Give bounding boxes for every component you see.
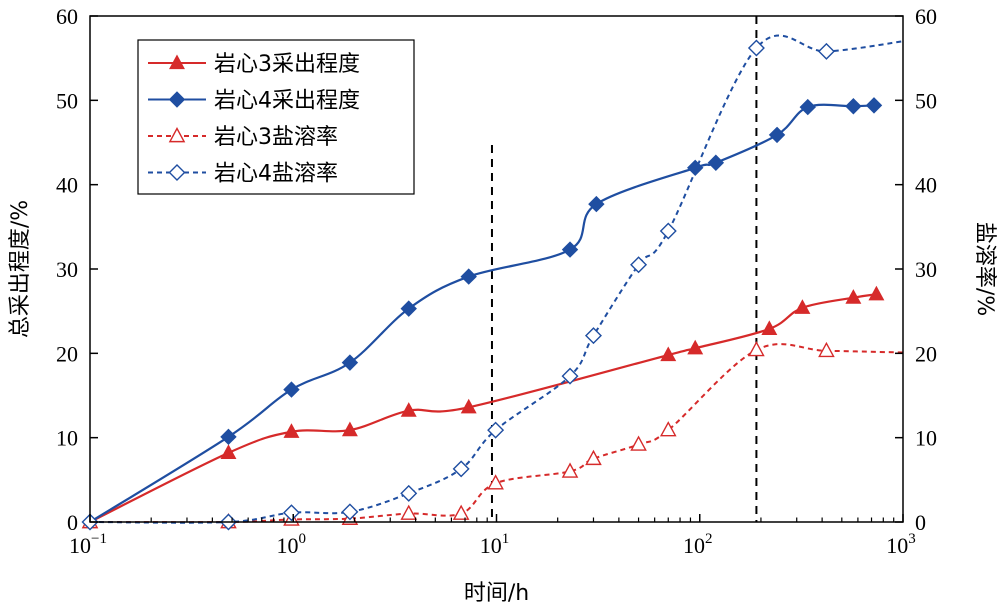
- data-point: [687, 339, 704, 355]
- right-y-tick-label: 0: [915, 510, 926, 535]
- data-point: [817, 42, 835, 60]
- data-point: [341, 503, 359, 521]
- right-y-tick-label: 10: [915, 426, 937, 451]
- data-point: [845, 98, 862, 115]
- data-point: [283, 423, 300, 438]
- x-axis-title: 时间/h: [464, 581, 529, 606]
- data-point: [220, 444, 237, 459]
- reference-lines: [490, 16, 758, 522]
- data-point: [761, 320, 778, 336]
- legend-marker: [168, 127, 186, 143]
- data-point: [400, 300, 417, 317]
- data-point: [282, 504, 300, 522]
- legend-item: 岩心4盐溶率: [148, 162, 338, 187]
- data-point: [868, 285, 885, 301]
- data-point: [588, 195, 605, 213]
- right-y-axis-title: 盐溶率/%: [972, 222, 997, 316]
- left-y-tick-label: 60: [56, 4, 78, 29]
- series-4: [81, 34, 904, 531]
- tick-layer: 0 10 20 30 40 50 60 0 10 20 30 40 50 60 10−1 100 101 102 1…: [56, 4, 937, 558]
- legend-item: 岩心4采出程度: [148, 89, 360, 114]
- left-y-tick-label: 20: [56, 341, 78, 366]
- legend-item: 岩心3采出程度: [148, 52, 360, 77]
- legend-label: 岩心4采出程度: [214, 89, 360, 114]
- right-y-tick-label: 50: [915, 88, 937, 113]
- data-point: [799, 98, 816, 116]
- legend-label: 岩心3盐溶率: [214, 125, 338, 150]
- legend-marker: [169, 54, 185, 70]
- data-point: [794, 299, 811, 314]
- data-point: [341, 354, 359, 371]
- x-tick-label: 102: [683, 531, 713, 558]
- data-point: [659, 222, 677, 240]
- x-tick-label: 103: [886, 531, 916, 558]
- data-point: [487, 474, 504, 490]
- data-point: [400, 504, 418, 520]
- data-point: [400, 402, 417, 417]
- data-point: [585, 449, 602, 466]
- left-y-tick-label: 40: [56, 173, 78, 198]
- data-point: [561, 462, 579, 478]
- right-y-tick-label: 40: [915, 173, 937, 198]
- left-y-axis-title: 总采出程度/%: [8, 200, 33, 338]
- legend-marker: [168, 91, 186, 108]
- series-line-1: [89, 293, 877, 523]
- left-y-tick-label: 50: [56, 88, 78, 113]
- series-layer: [81, 34, 904, 531]
- data-point: [452, 504, 470, 520]
- legend-item: 岩心3盐溶率: [148, 125, 338, 150]
- data-point: [487, 421, 505, 439]
- data-point: [659, 421, 677, 437]
- data-point: [400, 484, 418, 502]
- data-point: [768, 126, 786, 144]
- legend-box: [137, 39, 415, 195]
- data-point: [818, 341, 835, 358]
- data-point: [283, 381, 300, 398]
- data-point: [584, 327, 602, 345]
- x-tick-label: 10−1: [69, 531, 107, 558]
- legend-label: 岩心4盐溶率: [214, 162, 338, 187]
- left-y-tick-label: 0: [67, 510, 78, 535]
- data-point: [460, 268, 477, 285]
- left-y-tick-label: 10: [56, 426, 78, 451]
- data-point: [630, 256, 648, 274]
- data-point: [561, 367, 579, 385]
- legend-label: 岩心3采出程度: [214, 52, 360, 77]
- data-point: [452, 460, 470, 478]
- series-1: [82, 285, 885, 529]
- x-tick-label: 100: [277, 531, 307, 558]
- data-point: [341, 421, 358, 437]
- data-point: [845, 289, 862, 304]
- data-point: [660, 346, 677, 362]
- data-point: [707, 154, 725, 171]
- data-point: [561, 241, 579, 258]
- data-point: [630, 435, 647, 451]
- data-point: [748, 340, 765, 357]
- x-tick-label: 101: [480, 531, 510, 558]
- data-point: [460, 398, 477, 414]
- legend-marker: [168, 164, 186, 181]
- data-point: [865, 97, 883, 114]
- right-y-tick-label: 20: [915, 341, 937, 366]
- left-y-tick-label: 30: [56, 257, 78, 282]
- right-y-tick-label: 30: [915, 257, 937, 282]
- data-point: [220, 428, 237, 446]
- right-y-tick-label: 60: [915, 4, 937, 29]
- data-point: [747, 39, 765, 57]
